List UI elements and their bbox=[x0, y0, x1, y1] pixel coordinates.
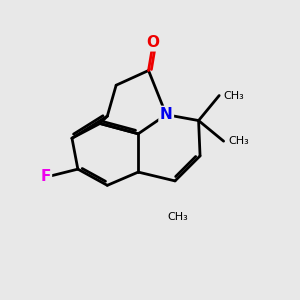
Text: CH₃: CH₃ bbox=[228, 136, 249, 146]
Text: F: F bbox=[40, 169, 51, 184]
Text: CH₃: CH₃ bbox=[168, 212, 188, 222]
Text: N: N bbox=[160, 107, 172, 122]
Text: CH₃: CH₃ bbox=[224, 91, 244, 100]
Text: O: O bbox=[146, 35, 159, 50]
